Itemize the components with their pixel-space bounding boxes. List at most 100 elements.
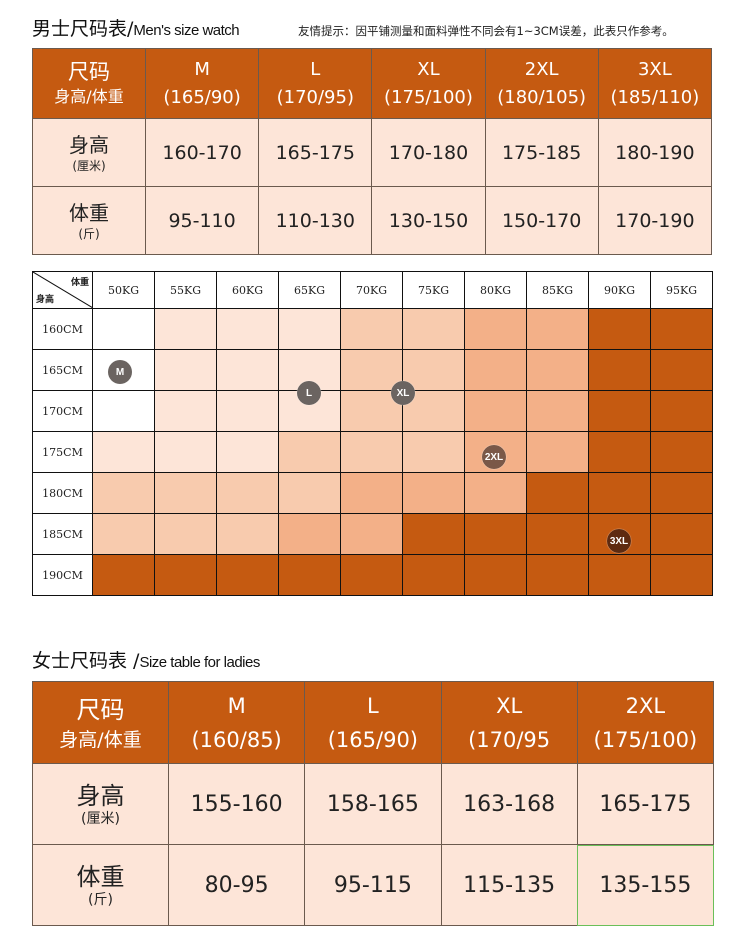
- height-row-header: 160CM: [32, 308, 93, 350]
- header-label-cell: 尺码 身高/体重: [32, 48, 146, 119]
- grid-cell: [92, 472, 155, 514]
- weight-value: 95-115: [304, 844, 442, 926]
- grid-row: 190CM: [32, 554, 713, 596]
- grid-row: 185CM: [32, 513, 713, 555]
- grid-cell: [278, 431, 341, 473]
- weight-value-selected[interactable]: 135-155: [576, 844, 715, 926]
- measurement-note: 友情提示：因平铺测量和面料弹性不同会有1~3CM误差，此表只作参考。: [298, 24, 674, 38]
- height-value: 165-175: [258, 118, 373, 187]
- grid-cell: [402, 308, 465, 350]
- grid-cell: [402, 513, 465, 555]
- height-row: 身高 (厘米) 160-170 165-175 170-180 175-185 1…: [32, 118, 713, 187]
- grid-cell: [340, 513, 403, 555]
- grid-cell: [278, 513, 341, 555]
- grid-cell: [92, 308, 155, 350]
- size-badge-2xl: 2XL: [482, 445, 506, 469]
- grid-cell: [154, 513, 217, 555]
- size-label: 尺码: [76, 695, 125, 724]
- height-value: 170-180: [371, 118, 486, 187]
- weight-value: 130-150: [371, 186, 486, 255]
- grid-row: 175CM: [32, 431, 713, 473]
- grid-cell: [340, 554, 403, 596]
- height-label-cell: 身高 (厘米): [32, 763, 169, 845]
- men-size-table: 尺码 身高/体重 M (165/90) L (170/95) XL (175/100)…: [32, 48, 713, 255]
- grid-row: 165CM: [32, 349, 713, 391]
- grid-cell: [154, 554, 217, 596]
- height-value: 155-160: [167, 763, 306, 845]
- grid-cell: [588, 349, 651, 391]
- grid-cell: [464, 308, 527, 350]
- grid-cell: [402, 431, 465, 473]
- weight-column-header: 50KG: [92, 271, 155, 309]
- grid-cell: [588, 308, 651, 350]
- grid-row: 180CM: [32, 472, 713, 514]
- women-title-cn: 女士尺码表 /: [32, 650, 140, 672]
- grid-cell: [278, 472, 341, 514]
- grid-cell: [216, 554, 279, 596]
- height-label-cell: 身高 (厘米): [32, 118, 146, 187]
- women-size-title: 女士尺码表 /Size table for ladies: [32, 646, 260, 673]
- grid-cell: [464, 349, 527, 391]
- height-value: 180-190: [597, 118, 713, 187]
- height-row-header: 185CM: [32, 513, 93, 555]
- weight-column-header: 80KG: [464, 271, 527, 309]
- size-header-m: M (165/90): [144, 48, 260, 119]
- size-badge-m: M: [108, 360, 132, 384]
- grid-cell: [340, 349, 403, 391]
- height-weight-grid: 体重 身高 50KG 55KG 60KG 65KG 70KG 75KG 80KG 85KG 90…: [32, 271, 713, 596]
- weight-column-header: 55KG: [154, 271, 217, 309]
- grid-cell: [92, 513, 155, 555]
- height-value: 163-168: [440, 763, 578, 845]
- grid-cell: [154, 431, 217, 473]
- grid-cell: [216, 390, 279, 432]
- grid-cell: [526, 513, 589, 555]
- weight-column-header: 90KG: [588, 271, 651, 309]
- height-value: 175-185: [484, 118, 599, 187]
- weight-column-header: 95KG: [650, 271, 713, 309]
- women-size-table: 尺码 身高/体重 M (160/85) L (165/90) XL (170/95 2…: [32, 681, 715, 926]
- height-value: 165-175: [576, 763, 715, 845]
- grid-cell: [526, 349, 589, 391]
- men-size-title: 男士尺码表/Men's size watch: [32, 14, 240, 41]
- grid-cell: [92, 349, 155, 391]
- grid-cell: [588, 431, 651, 473]
- grid-cell: [650, 308, 713, 350]
- size-header-xl: XL (170/95: [440, 681, 578, 764]
- size-header-3xl: 3XL (185/110): [597, 48, 713, 119]
- weight-value: 80-95: [167, 844, 306, 926]
- grid-cell: [154, 390, 217, 432]
- size-header-2xl: 2XL (175/100): [576, 681, 715, 764]
- grid-cell: [464, 472, 527, 514]
- grid-cell: [650, 431, 713, 473]
- height-weight-label: 身高/体重: [59, 728, 142, 751]
- grid-cell: [278, 308, 341, 350]
- grid-cell: [402, 472, 465, 514]
- grid-cell: [92, 431, 155, 473]
- height-row-header: 175CM: [32, 431, 93, 473]
- grid-cell: [216, 308, 279, 350]
- men-title-cn: 男士尺码表/: [32, 18, 134, 40]
- grid-row: 160CM: [32, 308, 713, 350]
- grid-cell: [526, 472, 589, 514]
- grid-cell: [650, 472, 713, 514]
- grid-cell: [588, 390, 651, 432]
- grid-cell: [526, 554, 589, 596]
- grid-row: 170CM: [32, 390, 713, 432]
- grid-cell: [650, 554, 713, 596]
- weight-column-header: 75KG: [402, 271, 465, 309]
- weight-column-header: 60KG: [216, 271, 279, 309]
- weight-value: 150-170: [484, 186, 599, 255]
- weight-value: 115-135: [440, 844, 578, 926]
- grid-corner-cell: 体重 身高: [32, 271, 93, 309]
- height-weight-label: 身高/体重: [54, 86, 124, 106]
- grid-cell: [216, 349, 279, 391]
- size-header-l: L (170/95): [258, 48, 373, 119]
- size-badge-xl: XL: [391, 381, 415, 405]
- size-header-m: M (160/85): [167, 681, 306, 764]
- weight-label-cell: 体重 (斤): [32, 844, 169, 926]
- height-row-header: 180CM: [32, 472, 93, 514]
- size-badge-l: L: [297, 381, 321, 405]
- grid-cell: [526, 390, 589, 432]
- weight-value: 95-110: [144, 186, 260, 255]
- size-header-l: L (165/90): [304, 681, 442, 764]
